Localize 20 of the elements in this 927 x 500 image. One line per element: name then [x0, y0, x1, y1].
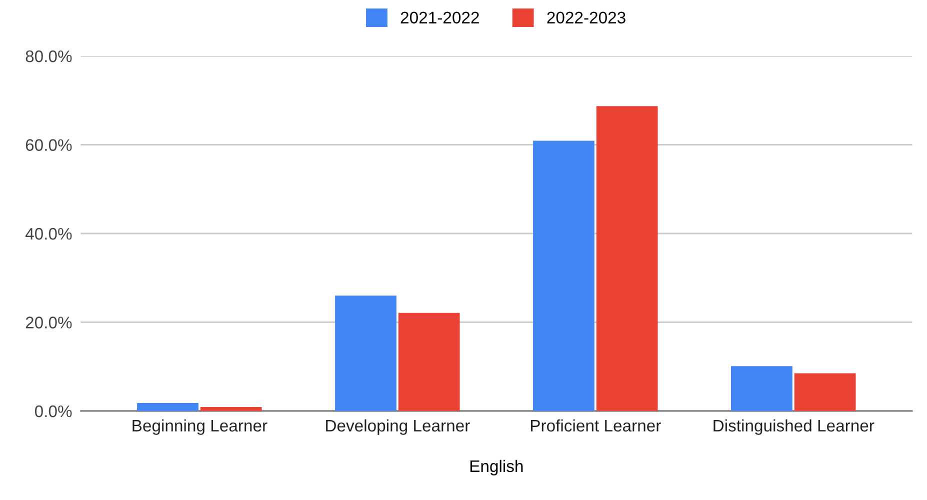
x-tick-label: Developing Learner	[326, 419, 470, 435]
y-tick-label: 80.0%	[26, 50, 72, 62]
bar	[200, 407, 262, 411]
bar	[794, 373, 856, 411]
y-tick-label: 20.0%	[26, 316, 72, 328]
x-tick-label: Distinguished Learner	[714, 419, 874, 435]
bar	[596, 106, 658, 411]
bar	[533, 140, 594, 411]
y-tick-label: 60.0%	[26, 139, 72, 151]
bar	[731, 366, 792, 411]
bar	[335, 296, 396, 411]
bar	[137, 403, 198, 411]
x-axis-title: English	[470, 460, 523, 476]
legend-label: 2022-2023	[547, 12, 626, 24]
bar	[398, 312, 460, 411]
y-tick-label: 40.0%	[25, 228, 72, 240]
x-tick-label: Beginning Learner	[132, 419, 268, 435]
y-tick-label: 0.0%	[34, 405, 72, 418]
legend-label: 2021-2022	[400, 12, 479, 24]
x-tick-label: Proficient Learner	[530, 419, 661, 432]
